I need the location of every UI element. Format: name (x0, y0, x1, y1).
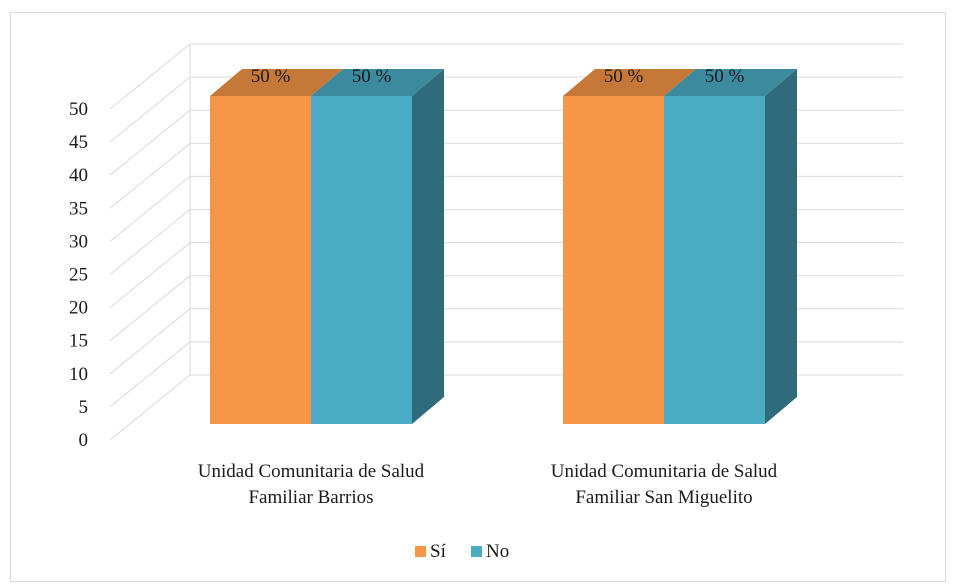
y-tick-label: 0 (79, 430, 89, 451)
data-label: 50 % (251, 66, 291, 87)
bar-no-front (311, 96, 412, 424)
y-tick-label: 45 (69, 132, 88, 153)
side-gridline (109, 109, 191, 176)
y-tick-label: 10 (69, 364, 88, 385)
data-label: 50 % (352, 66, 392, 87)
y-tick-label: 20 (69, 298, 88, 319)
legend-label: No (486, 541, 509, 562)
bar-no-side (412, 69, 444, 424)
side-gridline (109, 43, 191, 110)
side-gridline (109, 176, 191, 242)
bar-no-front (664, 96, 765, 424)
y-tick-label: 35 (69, 198, 88, 219)
bar-no-side (765, 69, 797, 424)
side-gridline (109, 209, 191, 275)
y-tick-label: 15 (69, 331, 88, 352)
category-label: Familiar San Miguelito (575, 487, 752, 508)
bar-sí-top (210, 69, 343, 96)
side-gridline (109, 76, 191, 143)
bar-no-top (311, 69, 444, 96)
y-tick-label: 5 (79, 397, 89, 418)
legend-swatch-no (471, 546, 482, 557)
data-label: 50 % (705, 66, 745, 87)
bar-no-top (664, 69, 797, 96)
side-gridline (109, 242, 191, 308)
category-label: Unidad Comunitaria de Salud (198, 461, 425, 482)
data-label: 50 % (604, 66, 644, 87)
bar-sí-top (563, 69, 696, 96)
side-gridline (109, 142, 191, 209)
legend-swatch-sí (415, 546, 426, 557)
y-tick-label: 25 (69, 265, 88, 286)
side-gridline (109, 341, 191, 408)
y-tick-label: 30 (69, 231, 88, 252)
side-gridline (109, 308, 191, 375)
side-gridline (109, 275, 191, 342)
category-label: Unidad Comunitaria de Salud (551, 461, 778, 482)
legend-label: Sí (430, 541, 447, 562)
y-tick-label: 40 (69, 165, 88, 186)
y-tick-label: 50 (69, 99, 88, 120)
bar-sí-front (563, 96, 664, 424)
category-label: Familiar Barrios (248, 487, 373, 508)
bar-sí-front (210, 96, 311, 424)
side-gridline (109, 374, 191, 441)
